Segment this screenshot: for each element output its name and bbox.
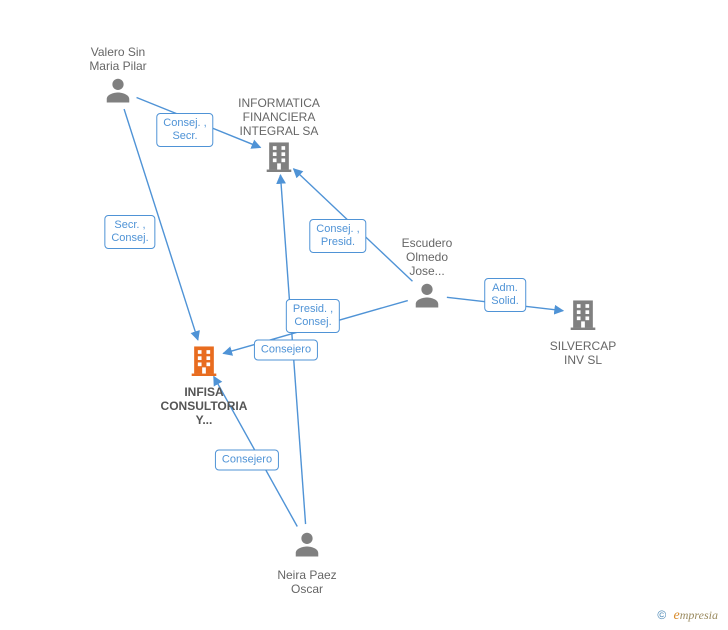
- node-label: EscuderoOlmedoJose...: [367, 236, 487, 278]
- person-icon: [247, 529, 367, 564]
- node-neira[interactable]: Neira PaezOscar: [247, 529, 367, 596]
- edge-label: Consejero: [254, 340, 318, 361]
- company-icon: [144, 344, 264, 381]
- copyright-symbol: ©: [657, 608, 666, 622]
- diagram-canvas: Valero SinMaria Pilar INFORMATICAFINANCIE…: [0, 0, 728, 630]
- node-informatica[interactable]: INFORMATICAFINANCIERAINTEGRAL SA: [219, 96, 339, 177]
- node-escudero[interactable]: EscuderoOlmedoJose...: [367, 236, 487, 315]
- brand-name: empresia: [674, 608, 718, 622]
- node-label: SILVERCAPINV SL: [523, 339, 643, 367]
- edge-label: Consejero: [215, 450, 279, 471]
- company-icon: [523, 298, 643, 335]
- edge-label: Presid. ,Consej.: [286, 299, 340, 333]
- node-silvercap[interactable]: SILVERCAPINV SL: [523, 298, 643, 367]
- node-label: Valero SinMaria Pilar: [58, 45, 178, 73]
- edge-label: Secr. ,Consej.: [104, 215, 155, 249]
- node-label: Neira PaezOscar: [247, 568, 367, 596]
- person-icon: [367, 280, 487, 315]
- company-icon: [219, 140, 339, 177]
- node-valero[interactable]: Valero SinMaria Pilar: [58, 45, 178, 110]
- edge-label: Consej. ,Secr.: [156, 113, 213, 147]
- watermark: © empresia: [657, 608, 718, 624]
- edge-label: Consej. ,Presid.: [309, 219, 366, 253]
- node-label: INFISACONSULTORIAY...: [144, 385, 264, 427]
- person-icon: [58, 75, 178, 110]
- node-infisa[interactable]: INFISACONSULTORIAY...: [144, 344, 264, 427]
- node-label: INFORMATICAFINANCIERAINTEGRAL SA: [219, 96, 339, 138]
- edge-label: Adm.Solid.: [484, 278, 526, 312]
